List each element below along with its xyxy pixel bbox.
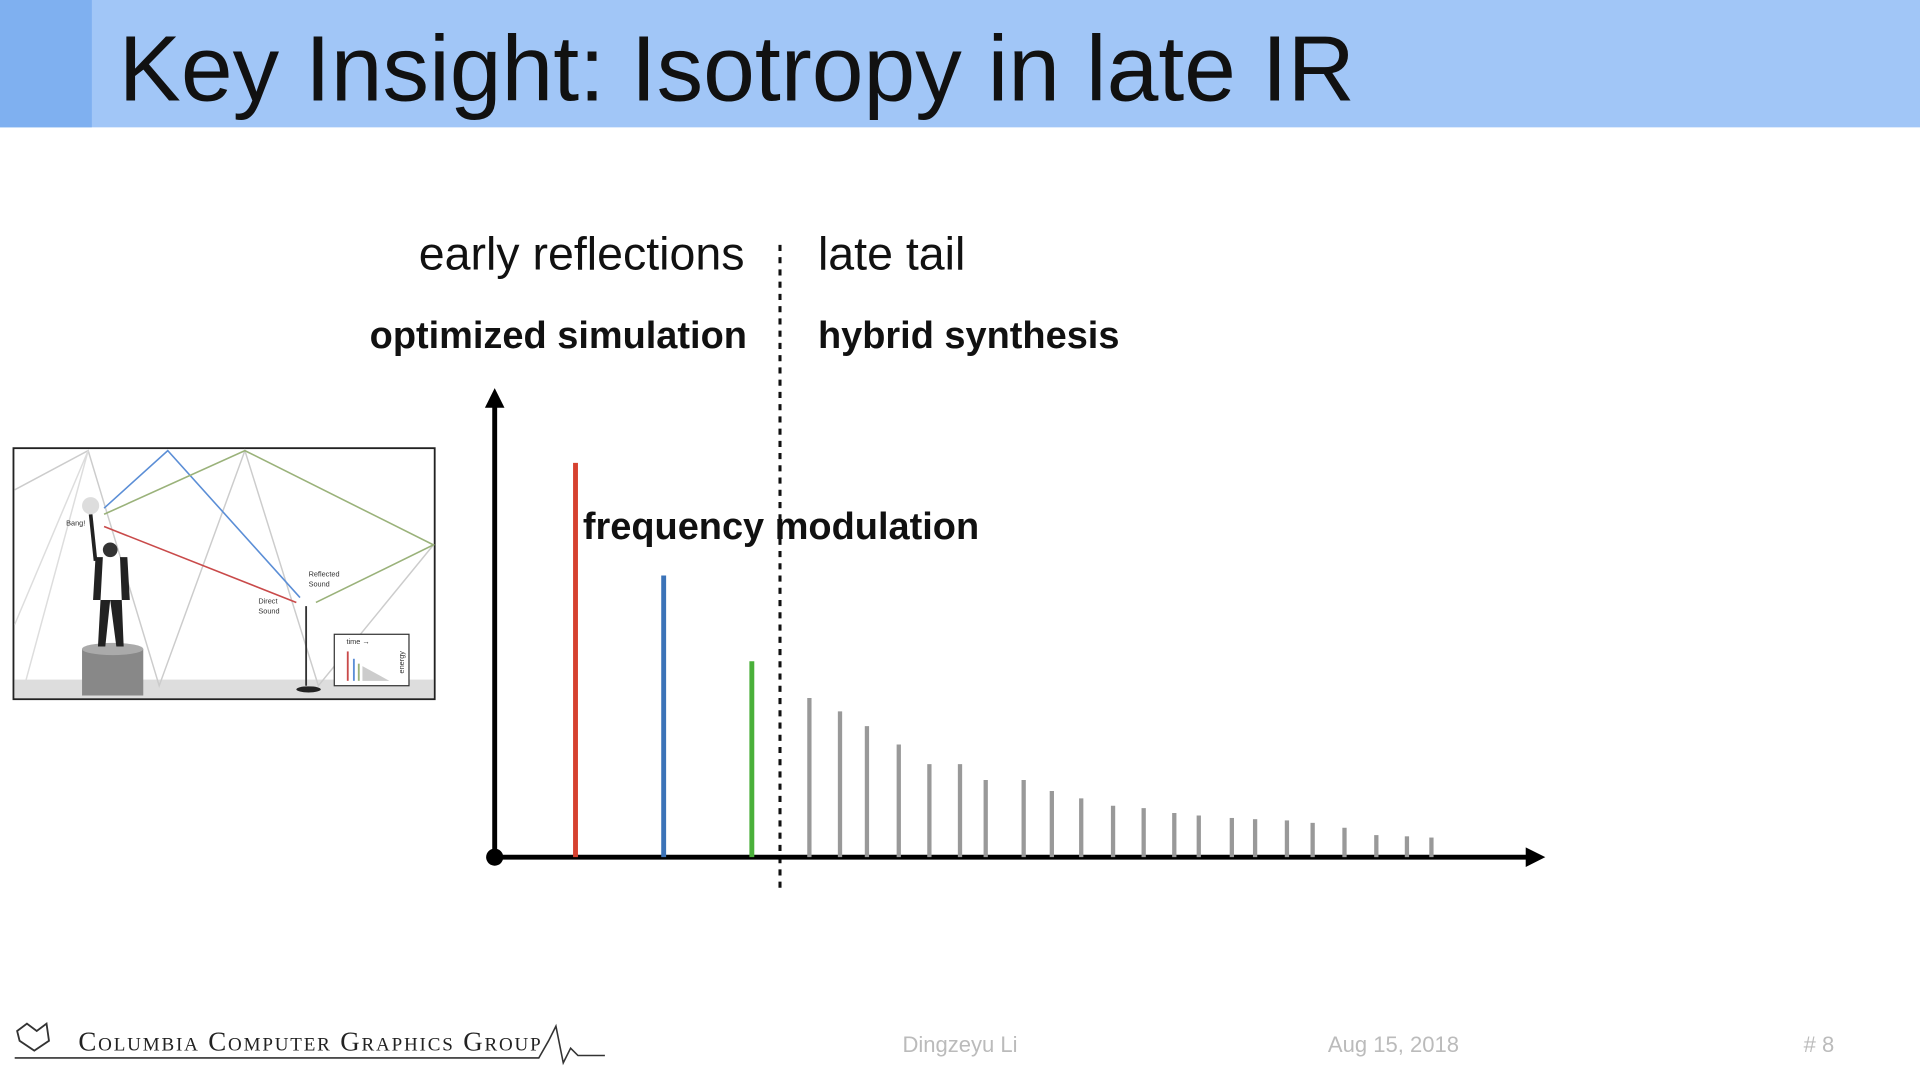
logo — [16, 1022, 50, 1052]
right-method: hybrid synthesis — [818, 315, 1119, 357]
inset-label: Direct — [258, 597, 277, 606]
page-number: # 8 — [1804, 1032, 1835, 1057]
annotation: frequency modulation — [583, 506, 979, 548]
balloon — [82, 497, 100, 515]
figure — [93, 557, 130, 647]
inset-label: time → — [347, 637, 370, 646]
pedestal-top — [82, 642, 144, 656]
footer: Columbia Computer Graphics Group Dingzey… — [14, 1022, 1835, 1066]
origin — [486, 848, 504, 866]
left-heading: early reflections — [419, 227, 745, 279]
inset-label: Sound — [309, 580, 330, 589]
mic-base — [296, 686, 321, 693]
right-heading: late tail — [818, 227, 965, 279]
group-name: Columbia Computer Graphics Group — [78, 1027, 542, 1057]
title-bar — [0, 0, 1920, 128]
ray — [103, 449, 301, 599]
title: Key Insight: Isotropy in late IR — [119, 16, 1355, 120]
mini-tail — [362, 666, 390, 681]
left-method: optimized simulation — [370, 315, 747, 357]
ray — [14, 450, 89, 686]
ray — [103, 525, 297, 604]
inset: Bang! Reflected Sound Direct Sound time … — [12, 447, 436, 701]
impulse-response — [484, 244, 1546, 892]
logo-line — [14, 1023, 605, 1066]
author: Dingzeyu Li — [902, 1032, 1017, 1057]
ray — [103, 449, 436, 604]
inset-label: energy — [397, 651, 406, 674]
inset-label: Sound — [258, 606, 279, 615]
figure-arm — [88, 514, 98, 562]
title-accent — [0, 0, 92, 128]
figure-head — [102, 542, 118, 558]
pedestal — [82, 648, 144, 696]
date: Aug 15, 2018 — [1328, 1032, 1459, 1057]
inset-label: Bang! — [66, 518, 85, 527]
inset-label: Reflected — [309, 570, 340, 579]
y-arrow — [484, 388, 505, 408]
x-arrow — [1525, 847, 1546, 867]
